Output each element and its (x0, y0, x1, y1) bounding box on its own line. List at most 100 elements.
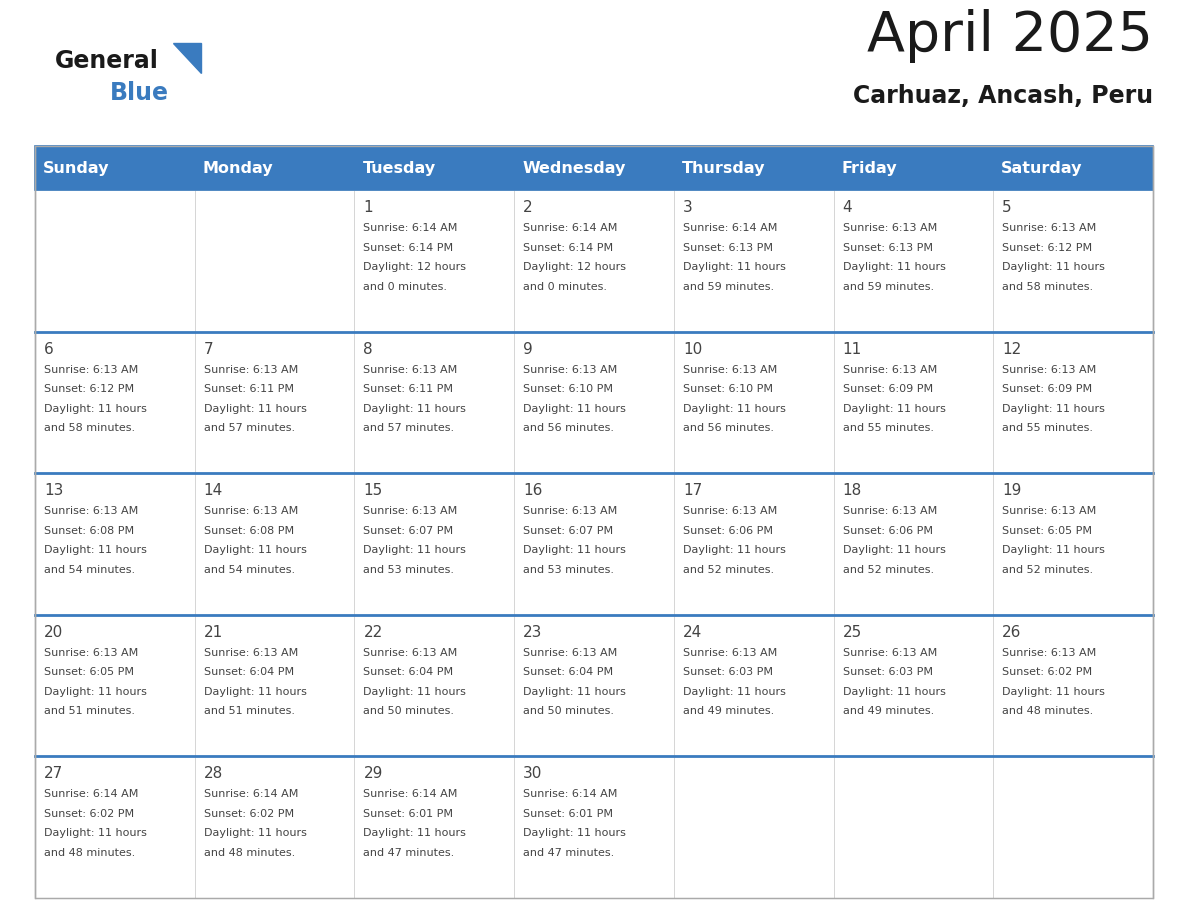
Text: Sunrise: 6:14 AM: Sunrise: 6:14 AM (364, 223, 457, 233)
Text: Sunset: 6:09 PM: Sunset: 6:09 PM (1003, 384, 1093, 394)
Text: Sunset: 6:08 PM: Sunset: 6:08 PM (203, 526, 293, 536)
Bar (514, 190, 674, 331)
Text: Daylight: 11 hours: Daylight: 11 hours (842, 545, 946, 555)
Text: and 53 minutes.: and 53 minutes. (523, 565, 614, 575)
Bar (674, 615, 834, 756)
Text: Daylight: 11 hours: Daylight: 11 hours (842, 262, 946, 272)
Text: Daylight: 11 hours: Daylight: 11 hours (523, 545, 626, 555)
Text: Sunset: 6:06 PM: Sunset: 6:06 PM (842, 526, 933, 536)
Text: Sunset: 6:11 PM: Sunset: 6:11 PM (364, 384, 454, 394)
Text: Daylight: 12 hours: Daylight: 12 hours (523, 262, 626, 272)
Text: Sunrise: 6:13 AM: Sunrise: 6:13 AM (842, 506, 937, 516)
Text: 15: 15 (364, 483, 383, 498)
Text: Daylight: 11 hours: Daylight: 11 hours (523, 687, 626, 697)
Bar (354, 756, 514, 898)
Bar (34, 146, 195, 190)
Text: and 0 minutes.: and 0 minutes. (523, 282, 607, 292)
Bar (993, 331, 1154, 473)
Text: Sunset: 6:04 PM: Sunset: 6:04 PM (203, 667, 293, 677)
Bar (34, 146, 1154, 190)
Bar (514, 146, 674, 190)
Text: 8: 8 (364, 341, 373, 356)
Bar (354, 146, 514, 190)
Text: and 47 minutes.: and 47 minutes. (364, 848, 455, 858)
Bar (34, 331, 195, 473)
Text: Sunrise: 6:13 AM: Sunrise: 6:13 AM (842, 364, 937, 375)
Bar (514, 615, 674, 756)
Text: Daylight: 11 hours: Daylight: 11 hours (683, 262, 785, 272)
Text: Daylight: 11 hours: Daylight: 11 hours (364, 687, 467, 697)
Bar (514, 331, 674, 473)
Text: Friday: Friday (841, 161, 897, 175)
Text: 10: 10 (683, 341, 702, 356)
Text: and 56 minutes.: and 56 minutes. (523, 423, 614, 433)
Text: Sunrise: 6:13 AM: Sunrise: 6:13 AM (683, 648, 777, 658)
Text: Sunrise: 6:13 AM: Sunrise: 6:13 AM (683, 506, 777, 516)
Bar (993, 146, 1154, 190)
Text: Sunrise: 6:13 AM: Sunrise: 6:13 AM (364, 364, 457, 375)
Text: Sunset: 6:09 PM: Sunset: 6:09 PM (842, 384, 933, 394)
Bar (674, 473, 834, 615)
Text: Sunset: 6:14 PM: Sunset: 6:14 PM (523, 242, 613, 252)
Text: and 54 minutes.: and 54 minutes. (203, 565, 295, 575)
Bar (354, 473, 514, 615)
Bar (834, 190, 993, 331)
Text: 25: 25 (842, 625, 861, 640)
Text: Blue: Blue (110, 81, 169, 105)
Text: Daylight: 11 hours: Daylight: 11 hours (683, 687, 785, 697)
Text: 19: 19 (1003, 483, 1022, 498)
Text: Daylight: 11 hours: Daylight: 11 hours (203, 828, 307, 838)
Text: and 58 minutes.: and 58 minutes. (44, 423, 135, 433)
Text: Daylight: 11 hours: Daylight: 11 hours (1003, 687, 1105, 697)
Text: 28: 28 (203, 767, 223, 781)
Text: Sunset: 6:08 PM: Sunset: 6:08 PM (44, 526, 134, 536)
Text: and 48 minutes.: and 48 minutes. (203, 848, 295, 858)
Text: Sunrise: 6:13 AM: Sunrise: 6:13 AM (842, 648, 937, 658)
Bar (674, 756, 834, 898)
Bar (34, 146, 1154, 898)
Text: Daylight: 11 hours: Daylight: 11 hours (683, 404, 785, 414)
Text: 9: 9 (523, 341, 533, 356)
Bar (674, 146, 834, 190)
Text: 24: 24 (683, 625, 702, 640)
Bar (834, 146, 993, 190)
Text: 30: 30 (523, 767, 543, 781)
Text: Daylight: 11 hours: Daylight: 11 hours (364, 828, 467, 838)
Text: 29: 29 (364, 767, 383, 781)
Text: 13: 13 (44, 483, 63, 498)
Text: and 52 minutes.: and 52 minutes. (1003, 565, 1093, 575)
Text: and 0 minutes.: and 0 minutes. (364, 282, 448, 292)
Text: Daylight: 11 hours: Daylight: 11 hours (1003, 262, 1105, 272)
Text: and 52 minutes.: and 52 minutes. (683, 565, 775, 575)
Bar (195, 473, 354, 615)
Bar (354, 190, 514, 331)
Text: Sunset: 6:03 PM: Sunset: 6:03 PM (842, 667, 933, 677)
Text: Sunrise: 6:13 AM: Sunrise: 6:13 AM (44, 648, 138, 658)
Text: 26: 26 (1003, 625, 1022, 640)
Bar (195, 146, 354, 190)
Text: Daylight: 11 hours: Daylight: 11 hours (44, 687, 147, 697)
Text: Sunset: 6:02 PM: Sunset: 6:02 PM (44, 809, 134, 819)
Text: and 50 minutes.: and 50 minutes. (364, 706, 455, 716)
Text: Daylight: 11 hours: Daylight: 11 hours (523, 828, 626, 838)
Text: Daylight: 11 hours: Daylight: 11 hours (1003, 404, 1105, 414)
Text: Carhuaz, Ancash, Peru: Carhuaz, Ancash, Peru (853, 84, 1154, 108)
Text: Sunrise: 6:13 AM: Sunrise: 6:13 AM (1003, 506, 1097, 516)
Text: 12: 12 (1003, 341, 1022, 356)
Text: and 52 minutes.: and 52 minutes. (842, 565, 934, 575)
Bar (514, 756, 674, 898)
Text: and 54 minutes.: and 54 minutes. (44, 565, 135, 575)
Text: 23: 23 (523, 625, 543, 640)
Text: Sunset: 6:14 PM: Sunset: 6:14 PM (364, 242, 454, 252)
Text: Daylight: 11 hours: Daylight: 11 hours (364, 545, 467, 555)
Text: Sunset: 6:12 PM: Sunset: 6:12 PM (1003, 242, 1093, 252)
Text: and 57 minutes.: and 57 minutes. (203, 423, 295, 433)
Text: 18: 18 (842, 483, 861, 498)
Text: Sunrise: 6:13 AM: Sunrise: 6:13 AM (523, 648, 618, 658)
Bar (34, 756, 195, 898)
Text: Daylight: 11 hours: Daylight: 11 hours (683, 545, 785, 555)
Text: Saturday: Saturday (1001, 161, 1082, 175)
Text: Sunset: 6:10 PM: Sunset: 6:10 PM (683, 384, 773, 394)
Text: and 55 minutes.: and 55 minutes. (842, 423, 934, 433)
Text: Sunrise: 6:13 AM: Sunrise: 6:13 AM (842, 223, 937, 233)
